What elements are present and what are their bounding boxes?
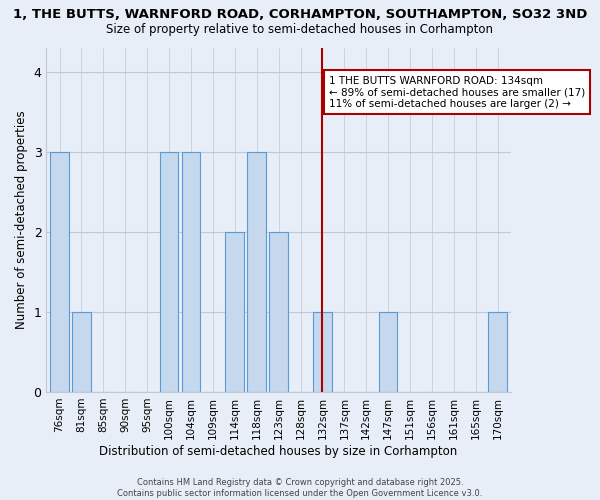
Bar xyxy=(247,152,266,392)
Text: Contains HM Land Registry data © Crown copyright and database right 2025.
Contai: Contains HM Land Registry data © Crown c… xyxy=(118,478,482,498)
Bar xyxy=(226,232,244,392)
Y-axis label: Number of semi-detached properties: Number of semi-detached properties xyxy=(15,110,28,329)
Bar xyxy=(488,312,507,392)
X-axis label: Distribution of semi-detached houses by size in Corhampton: Distribution of semi-detached houses by … xyxy=(100,444,458,458)
Text: 1 THE BUTTS WARNFORD ROAD: 134sqm
← 89% of semi-detached houses are smaller (17): 1 THE BUTTS WARNFORD ROAD: 134sqm ← 89% … xyxy=(329,76,585,108)
Bar xyxy=(50,152,69,392)
Bar xyxy=(72,312,91,392)
Bar xyxy=(160,152,178,392)
Bar xyxy=(269,232,288,392)
Bar xyxy=(182,152,200,392)
Text: 1, THE BUTTS, WARNFORD ROAD, CORHAMPTON, SOUTHAMPTON, SO32 3ND: 1, THE BUTTS, WARNFORD ROAD, CORHAMPTON,… xyxy=(13,8,587,20)
Bar xyxy=(313,312,332,392)
Bar xyxy=(379,312,397,392)
Text: Size of property relative to semi-detached houses in Corhampton: Size of property relative to semi-detach… xyxy=(107,22,493,36)
